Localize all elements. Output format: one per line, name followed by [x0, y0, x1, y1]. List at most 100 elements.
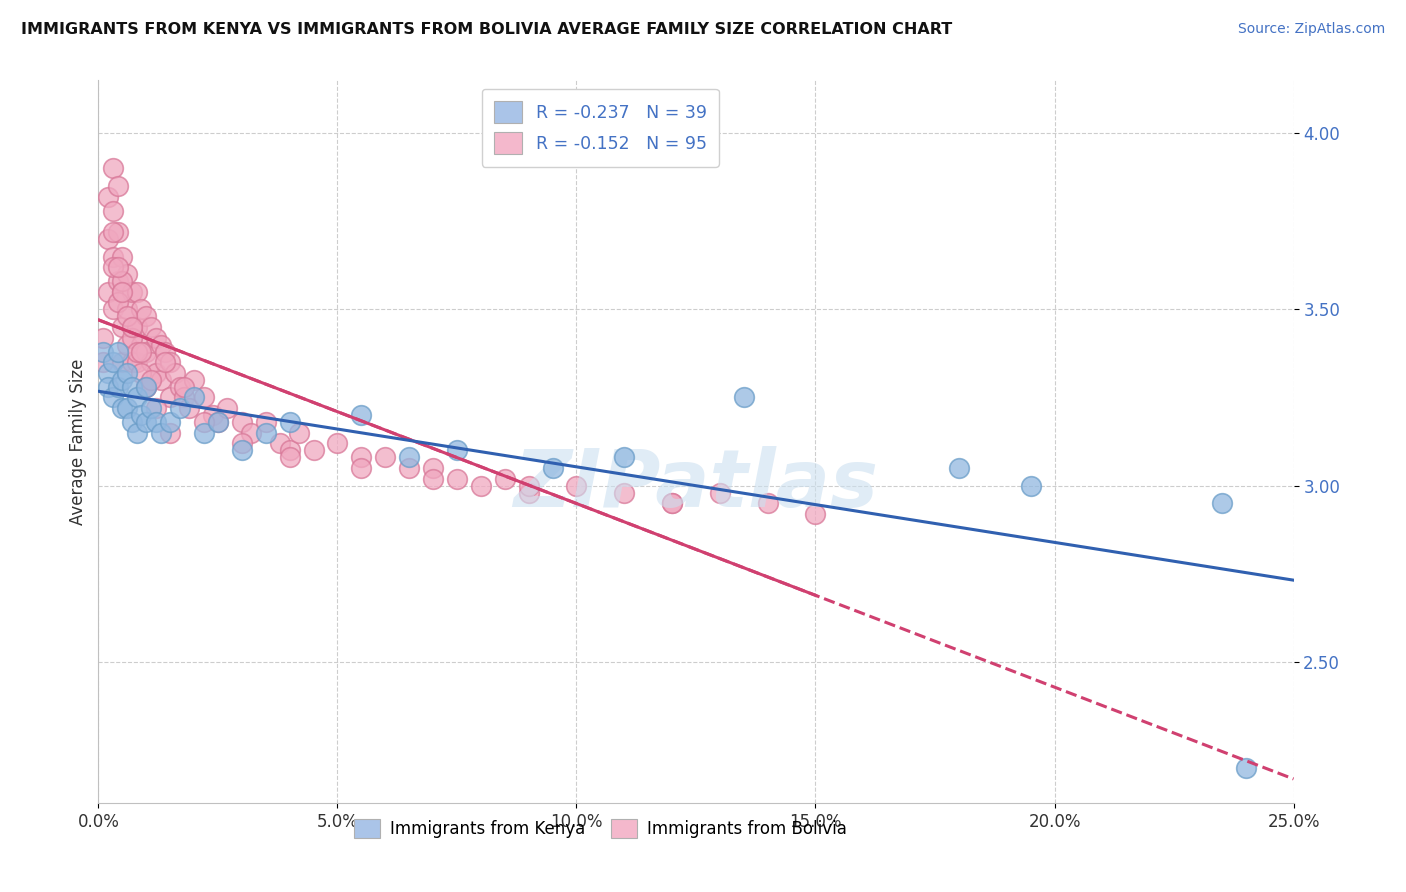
Point: [193, 415, 215, 429]
Point: [101, 391, 124, 405]
Point: [97, 285, 120, 299]
Point: [125, 285, 148, 299]
Point: [541, 461, 564, 475]
Point: [101, 161, 124, 176]
Point: [131, 344, 153, 359]
Point: [111, 355, 134, 369]
Point: [288, 425, 311, 440]
Point: [374, 450, 396, 465]
Point: [97, 189, 120, 203]
Point: [159, 415, 181, 429]
Point: [111, 401, 134, 415]
Point: [302, 443, 325, 458]
Point: [121, 320, 143, 334]
Point: [1234, 760, 1257, 774]
Point: [101, 203, 124, 218]
Text: ZIPatlas: ZIPatlas: [513, 446, 879, 524]
Point: [155, 355, 177, 369]
Point: [173, 391, 195, 405]
Point: [97, 232, 120, 246]
Point: [91, 344, 114, 359]
Point: [517, 485, 540, 500]
Point: [613, 450, 636, 465]
Point: [125, 344, 148, 359]
Point: [139, 373, 162, 387]
Point: [111, 285, 134, 299]
Point: [121, 415, 143, 429]
Point: [269, 436, 291, 450]
Point: [107, 179, 129, 194]
Y-axis label: Average Family Size: Average Family Size: [69, 359, 87, 524]
Point: [125, 391, 148, 405]
Point: [1019, 478, 1042, 492]
Point: [131, 408, 153, 422]
Point: [145, 401, 167, 415]
Point: [183, 373, 205, 387]
Point: [159, 425, 181, 440]
Text: IMMIGRANTS FROM KENYA VS IMMIGRANTS FROM BOLIVIA AVERAGE FAMILY SIZE CORRELATION: IMMIGRANTS FROM KENYA VS IMMIGRANTS FROM…: [21, 22, 952, 37]
Point: [107, 225, 129, 239]
Point: [202, 408, 225, 422]
Point: [115, 302, 138, 317]
Point: [149, 337, 172, 351]
Point: [135, 344, 157, 359]
Point: [115, 337, 138, 351]
Text: Source: ZipAtlas.com: Source: ZipAtlas.com: [1237, 22, 1385, 37]
Point: [107, 295, 129, 310]
Point: [97, 380, 120, 394]
Point: [661, 496, 683, 510]
Point: [121, 380, 143, 394]
Point: [139, 401, 162, 415]
Point: [278, 443, 301, 458]
Point: [948, 461, 970, 475]
Point: [709, 485, 731, 500]
Point: [169, 401, 191, 415]
Point: [111, 320, 134, 334]
Point: [131, 337, 153, 351]
Point: [139, 320, 162, 334]
Point: [278, 415, 301, 429]
Point: [517, 478, 540, 492]
Point: [101, 260, 124, 274]
Point: [101, 225, 124, 239]
Point: [207, 415, 229, 429]
Point: [115, 366, 138, 380]
Point: [446, 443, 468, 458]
Point: [613, 485, 636, 500]
Point: [231, 436, 253, 450]
Point: [121, 330, 143, 344]
Point: [145, 415, 167, 429]
Point: [111, 373, 134, 387]
Point: [804, 507, 827, 521]
Point: [155, 344, 177, 359]
Point: [121, 285, 143, 299]
Point: [446, 471, 468, 485]
Point: [398, 450, 420, 465]
Point: [121, 355, 143, 369]
Point: [107, 274, 129, 288]
Point: [135, 310, 157, 324]
Point: [159, 391, 181, 405]
Point: [125, 355, 148, 369]
Point: [139, 355, 162, 369]
Point: [115, 267, 138, 281]
Point: [326, 436, 349, 450]
Point: [422, 461, 444, 475]
Point: [125, 320, 148, 334]
Point: [169, 380, 191, 394]
Point: [240, 425, 263, 440]
Point: [131, 302, 153, 317]
Point: [145, 366, 167, 380]
Point: [101, 250, 124, 264]
Point: [254, 415, 277, 429]
Point: [135, 380, 157, 394]
Point: [149, 373, 172, 387]
Point: [91, 355, 114, 369]
Point: [115, 310, 138, 324]
Point: [254, 425, 277, 440]
Point: [121, 320, 143, 334]
Point: [231, 443, 253, 458]
Point: [101, 355, 124, 369]
Point: [107, 380, 129, 394]
Point: [350, 461, 373, 475]
